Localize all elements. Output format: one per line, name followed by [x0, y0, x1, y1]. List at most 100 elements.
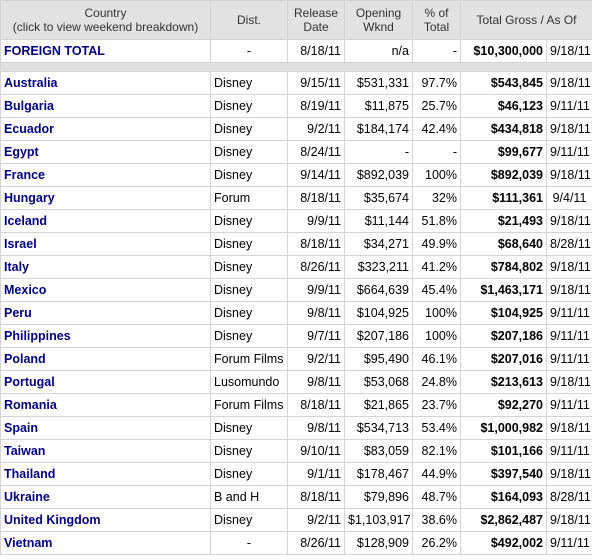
opening-weekend: n/a: [344, 39, 413, 63]
opening-weekend: $34,271: [344, 232, 413, 256]
opening-weekend: $178,467: [344, 462, 413, 486]
distributor: Disney: [210, 255, 288, 279]
percent-of-total: 26.2%: [412, 531, 461, 555]
total-gross: $101,166: [460, 439, 547, 463]
distributor: Disney: [210, 232, 288, 256]
country-link[interactable]: Peru: [0, 301, 211, 325]
opening-weekend: $207,186: [344, 324, 413, 348]
as-of-date: 9/11/11: [546, 324, 592, 348]
opening-weekend: $128,909: [344, 531, 413, 555]
total-gross: $1,463,171: [460, 278, 547, 302]
percent-of-total: 24.8%: [412, 370, 461, 394]
total-gross: $492,002: [460, 531, 547, 555]
opening-weekend: $83,059: [344, 439, 413, 463]
country-link[interactable]: France: [0, 163, 211, 187]
country-link[interactable]: FOREIGN TOTAL: [0, 39, 211, 63]
opening-weekend: $534,713: [344, 416, 413, 440]
country-link[interactable]: Thailand: [0, 462, 211, 486]
percent-of-total: 45.4%: [412, 278, 461, 302]
total-gross: $213,613: [460, 370, 547, 394]
percent-of-total: 44.9%: [412, 462, 461, 486]
release-date: 9/8/11: [287, 301, 345, 325]
as-of-date: 9/11/11: [546, 531, 592, 555]
total-gross: $2,862,487: [460, 508, 547, 532]
table-row: Taiwan Disney 9/10/11 $83,059 82.1% $101,166 9…: [0, 439, 592, 463]
country-link[interactable]: Romania: [0, 393, 211, 417]
country-link[interactable]: Israel: [0, 232, 211, 256]
opening-weekend: $79,896: [344, 485, 413, 509]
percent-of-total: 100%: [412, 324, 461, 348]
distributor: Disney: [210, 140, 288, 164]
total-gross: $99,677: [460, 140, 547, 164]
percent-of-total: 97.7%: [412, 71, 461, 95]
distributor: Disney: [210, 94, 288, 118]
opening-weekend: $104,925: [344, 301, 413, 325]
as-of-date: 8/28/11: [546, 485, 592, 509]
table-row: Bulgaria Disney 8/19/11 $11,875 25.7% $46,123…: [0, 94, 592, 118]
percent-of-total: 41.2%: [412, 255, 461, 279]
distributor: -: [210, 531, 288, 555]
opening-weekend: $21,865: [344, 393, 413, 417]
distributor: Disney: [210, 163, 288, 187]
opening-weekend: $531,331: [344, 71, 413, 95]
as-of-date: 9/18/11: [546, 370, 592, 394]
country-link[interactable]: Australia: [0, 71, 211, 95]
release-date: 8/18/11: [287, 186, 345, 210]
country-link[interactable]: Hungary: [0, 186, 211, 210]
release-date: 9/9/11: [287, 209, 345, 233]
distributor: Disney: [210, 209, 288, 233]
total-gross: $784,802: [460, 255, 547, 279]
country-link[interactable]: Iceland: [0, 209, 211, 233]
country-link[interactable]: Egypt: [0, 140, 211, 164]
release-date: 8/26/11: [287, 255, 345, 279]
percent-of-total: 51.8%: [412, 209, 461, 233]
distributor: Forum Films: [210, 347, 288, 371]
country-link[interactable]: Portugal: [0, 370, 211, 394]
percent-of-total: 38.6%: [412, 508, 461, 532]
release-date: 8/19/11: [287, 94, 345, 118]
table-row: FOREIGN TOTAL -8/18/11 n/a - $10,300,000 9/18…: [0, 39, 592, 63]
as-of-date: 8/28/11: [546, 232, 592, 256]
as-of-date: 9/4/11: [546, 186, 592, 210]
header-country: Country (click to view weekend breakdown): [0, 0, 211, 40]
country-link[interactable]: Poland: [0, 347, 211, 371]
total-gross: $104,925: [460, 301, 547, 325]
total-gross: $543,845: [460, 71, 547, 95]
as-of-date: 9/18/11: [546, 508, 592, 532]
table-row: Egypt Disney 8/24/11- - $99,677 9/11/11: [0, 140, 592, 164]
country-link[interactable]: Taiwan: [0, 439, 211, 463]
total-gross: $434,818: [460, 117, 547, 141]
percent-of-total: 82.1%: [412, 439, 461, 463]
distributor: Disney: [210, 324, 288, 348]
distributor: Disney: [210, 416, 288, 440]
distributor: Disney: [210, 278, 288, 302]
country-link[interactable]: Ukraine: [0, 485, 211, 509]
country-link[interactable]: Philippines: [0, 324, 211, 348]
table-header: Country (click to view weekend breakdown)…: [0, 0, 592, 40]
as-of-date: 9/11/11: [546, 94, 592, 118]
country-link[interactable]: Spain: [0, 416, 211, 440]
country-link[interactable]: Vietnam: [0, 531, 211, 555]
table-row: Romania Forum Films 8/18/11 $21,865 23.7% $92…: [0, 393, 592, 417]
country-link[interactable]: Italy: [0, 255, 211, 279]
release-date: 9/14/11: [287, 163, 345, 187]
country-link[interactable]: Bulgaria: [0, 94, 211, 118]
table-row: Australia Disney 9/15/11 $531,331 97.7% $543,…: [0, 71, 592, 95]
distributor: Disney: [210, 301, 288, 325]
country-link[interactable]: United Kingdom: [0, 508, 211, 532]
total-gross: $397,540: [460, 462, 547, 486]
table-row: Ecuador Disney 9/2/11 $184,174 42.4% $434,818…: [0, 117, 592, 141]
country-link[interactable]: Mexico: [0, 278, 211, 302]
distributor: Disney: [210, 71, 288, 95]
separator-cell: [0, 62, 592, 72]
total-gross: $111,361: [460, 186, 547, 210]
opening-weekend: -: [344, 140, 413, 164]
distributor: Lusomundo: [210, 370, 288, 394]
distributor: Disney: [210, 508, 288, 532]
as-of-date: 9/18/11: [546, 117, 592, 141]
as-of-date: 9/11/11: [546, 439, 592, 463]
country-link[interactable]: Ecuador: [0, 117, 211, 141]
as-of-date: 9/11/11: [546, 347, 592, 371]
